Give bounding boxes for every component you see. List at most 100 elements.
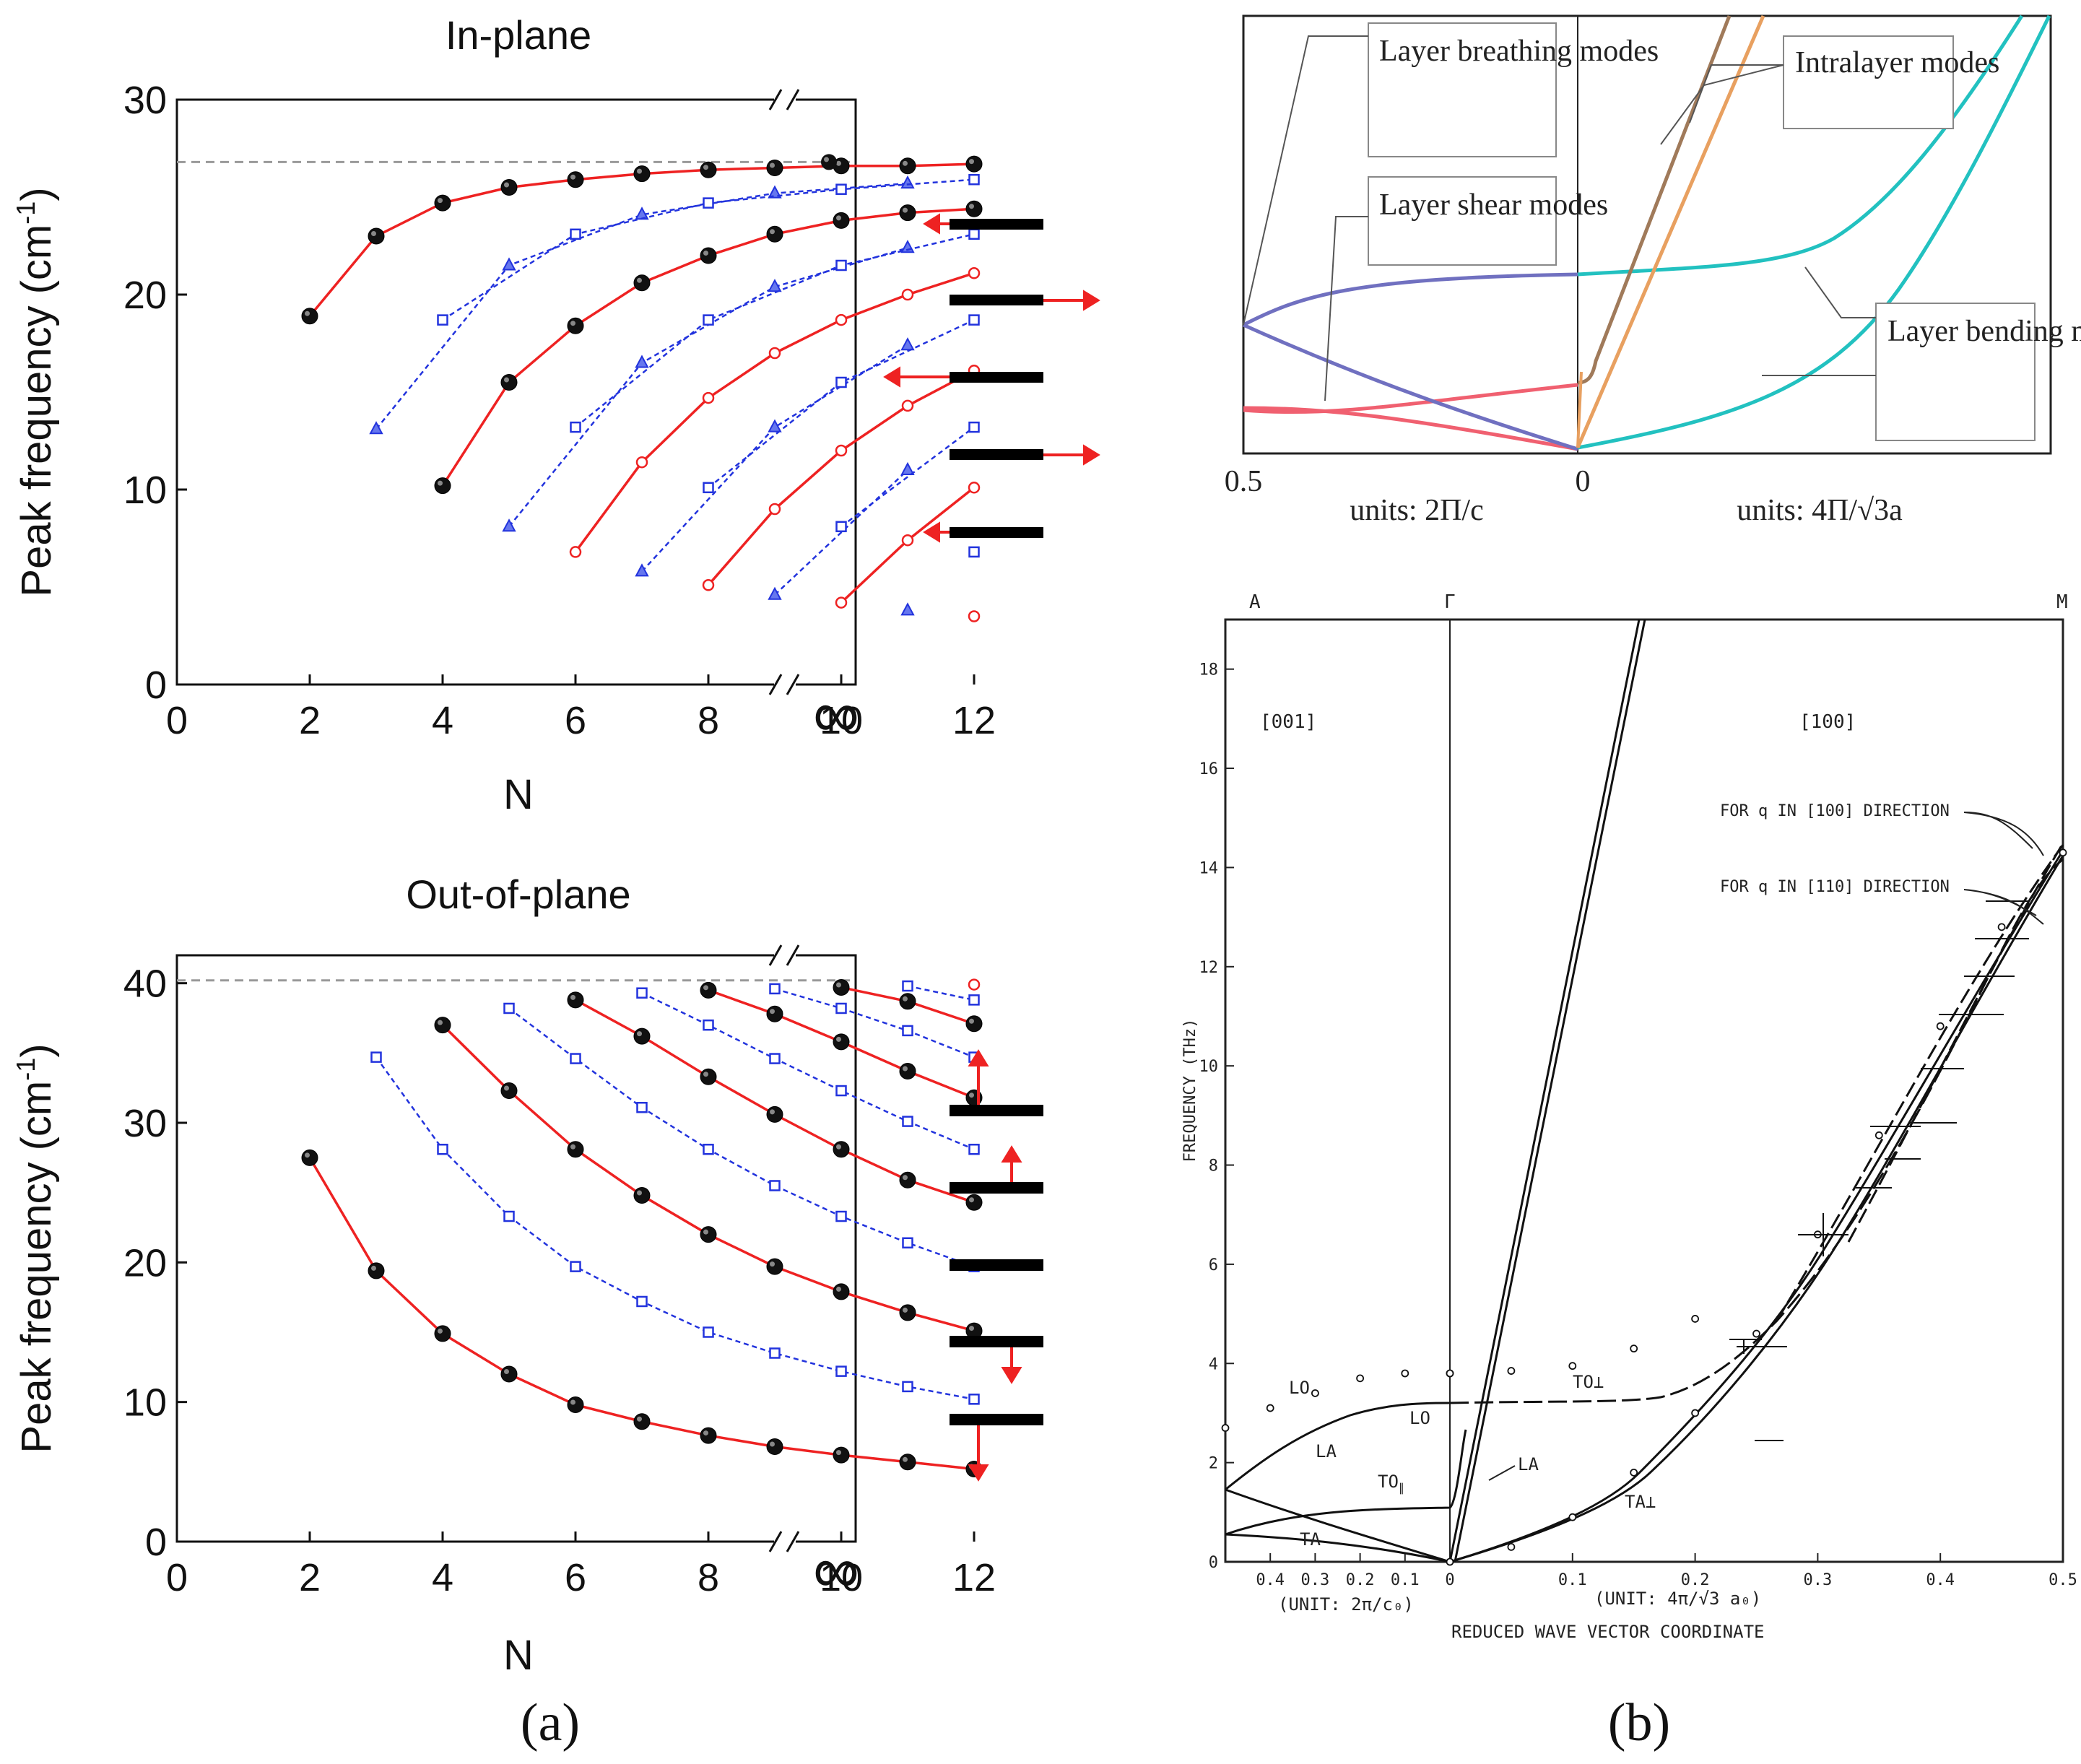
data-point-ball <box>833 1446 850 1464</box>
y-tick-label: 0 <box>145 664 167 707</box>
measured-point <box>1266 1404 1274 1412</box>
data-point-highlight <box>371 1265 376 1271</box>
layer-bar <box>950 527 1043 538</box>
inplane-ylabel: Peak frequency (cm-1) <box>11 187 60 596</box>
data-point-open-circle <box>569 546 582 558</box>
data-point-square <box>968 314 980 326</box>
series-line-1 <box>375 182 908 430</box>
callout-box <box>1875 303 2036 441</box>
measured-point <box>1311 1389 1319 1397</box>
data-point-highlight <box>969 204 974 209</box>
inplane-chart: In-plane 0 10 20 30 0 2 4 6 8 10 12 ∞ N Peak freq… <box>11 12 1100 818</box>
layer-shear-acoustic <box>1242 323 1578 451</box>
data-point-ball <box>965 155 983 173</box>
data-point-highlight <box>836 982 841 988</box>
outofplane-ylabel: Peak frequency (cm-1) <box>11 1043 60 1453</box>
data-point-square <box>437 1143 448 1155</box>
y-tick-label: 30 <box>123 1102 167 1145</box>
intralayer-acoustic-branch <box>1576 371 1583 448</box>
data-point-square <box>769 1180 781 1191</box>
data-point-triangle <box>900 602 915 616</box>
data-point-square <box>703 1019 714 1031</box>
x-tick-label: 4 <box>432 699 453 742</box>
data-point-highlight <box>969 159 974 165</box>
ta-perp-branch <box>1449 850 2064 1563</box>
data-point-square <box>769 1053 781 1064</box>
outofplane-inf-label: ∞ <box>813 1534 859 1607</box>
data-point-ball <box>567 317 584 334</box>
layer-breathing-acoustic <box>1243 406 1578 451</box>
data-point-highlight <box>770 1109 775 1115</box>
error-bars <box>1729 900 2029 1441</box>
branch-label-TO-par: TO∥ <box>1378 1472 1404 1495</box>
layer-bar <box>950 1259 1043 1271</box>
inplane-layer-schematic <box>883 213 1100 543</box>
y-tick-label: 6 <box>1209 1256 1218 1274</box>
x-tick-label: 8 <box>698 699 719 742</box>
layer-shear-branch <box>1242 272 1578 327</box>
x-tick-label: 0 <box>1445 1571 1454 1589</box>
intralayer-la-branch <box>1576 15 1765 448</box>
layer-bending-branch <box>1577 14 2024 277</box>
leader-line <box>1243 35 1368 401</box>
direction-100-curve <box>1775 844 2064 1322</box>
measured-yticks: 0 2 4 6 8 10 12 14 16 18 <box>1199 661 1234 1572</box>
data-point-square <box>636 1101 648 1113</box>
data-point-square <box>769 1347 781 1359</box>
steep-la-branch-2 <box>1454 619 1646 1563</box>
error-bar <box>1939 900 2029 1015</box>
data-point-highlight <box>903 1066 908 1072</box>
data-point-highlight <box>770 162 775 168</box>
y-tick-label: 10 <box>123 1381 167 1425</box>
measured-point <box>1507 1367 1516 1375</box>
data-point-ball <box>633 1413 651 1430</box>
data-point-ball <box>368 227 385 245</box>
data-point-highlight <box>969 1197 974 1203</box>
measured-point <box>1221 1424 1230 1432</box>
y-tick-label: 4 <box>1209 1355 1218 1373</box>
data-point-square <box>968 1394 980 1405</box>
data-point-triangle <box>900 337 915 351</box>
data-point-highlight <box>570 321 575 326</box>
data-point-square <box>636 1295 648 1308</box>
data-point-square <box>968 173 980 186</box>
data-point-highlight <box>836 1036 841 1042</box>
annotation-leader <box>1963 812 2044 925</box>
layer-bar <box>950 219 1043 230</box>
data-point-square <box>703 314 714 326</box>
data-point-open-circle <box>702 391 715 404</box>
data-point-triangle <box>369 421 383 435</box>
data-point-square <box>835 1365 847 1377</box>
data-point-highlight <box>770 1441 775 1447</box>
measured-point <box>1568 1513 1577 1521</box>
data-point-ball <box>567 1141 584 1158</box>
data-point-highlight <box>438 1020 443 1025</box>
data-point-highlight <box>903 1307 908 1313</box>
branch-label-TO-perp: TO⊥ <box>1573 1372 1604 1392</box>
x-tick-label: 0.4 <box>1256 1571 1285 1589</box>
data-point-highlight <box>570 174 575 180</box>
data-point-ball <box>434 1325 451 1342</box>
measured-point <box>1691 1409 1700 1417</box>
measured-right-unit: (UNIT: 4π/√3 a₀) <box>1594 1589 1761 1609</box>
data-point-open-circle <box>768 503 781 516</box>
series-line-1 <box>375 1056 975 1401</box>
measured-point <box>1568 1362 1577 1370</box>
leader-line <box>1762 266 1876 376</box>
data-point-highlight <box>703 985 708 991</box>
callout-box <box>1368 22 1557 157</box>
y-tick-label: 16 <box>1199 760 1219 778</box>
series-line-9 <box>907 985 975 1002</box>
data-point-ball <box>766 1105 783 1123</box>
outofplane-title: Out-of-plane <box>406 872 630 917</box>
measured-point <box>1507 1542 1516 1551</box>
measured-points <box>1221 848 2067 1566</box>
data-point-highlight <box>903 1456 908 1462</box>
x-tick-label: 0.2 <box>1346 1571 1375 1589</box>
x-tick-label: 8 <box>698 1556 719 1599</box>
ta-left-branch <box>1225 1533 1451 1563</box>
data-point-ball <box>301 1149 318 1166</box>
la-left-branch <box>1225 1488 1451 1563</box>
x-tick-label: 0.1 <box>1391 1571 1420 1589</box>
data-point-open-circle <box>968 482 981 494</box>
